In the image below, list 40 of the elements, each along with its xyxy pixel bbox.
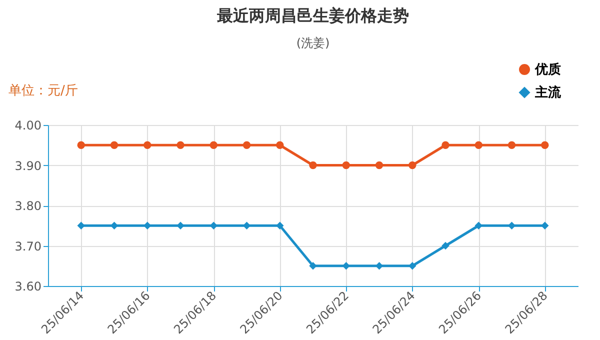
- point: [309, 161, 317, 170]
- point: [474, 222, 482, 230]
- point: [541, 141, 549, 149]
- legend-label: 优质: [534, 62, 561, 78]
- point: [342, 161, 350, 170]
- point: [309, 262, 317, 270]
- point: [442, 141, 450, 149]
- point: [242, 141, 251, 149]
- point: [276, 222, 284, 230]
- chart-subtitle: (洗姜): [296, 36, 330, 50]
- point: [110, 141, 118, 149]
- point: [375, 262, 384, 270]
- y-axis-title: 单位：元/斤: [8, 84, 78, 98]
- y-tick-label: 3.60: [14, 280, 42, 294]
- point: [176, 141, 184, 149]
- y-tick-label: 4.00: [14, 118, 42, 132]
- point: [77, 222, 85, 230]
- point: [110, 222, 118, 230]
- point: [242, 222, 251, 230]
- point: [342, 262, 350, 270]
- point: [408, 161, 416, 170]
- y-tick-label: 3.70: [14, 239, 42, 254]
- point: [508, 141, 516, 149]
- point: [408, 262, 416, 270]
- point: [144, 141, 152, 149]
- point: [541, 222, 549, 230]
- point: [508, 222, 516, 230]
- point: [210, 141, 218, 149]
- point: [144, 222, 152, 230]
- point: [176, 222, 184, 230]
- point: [474, 141, 482, 149]
- point: [77, 141, 85, 149]
- y-tick-label: 3.90: [14, 158, 42, 173]
- chart-title: 最近两周昌邑生姜价格走势: [216, 6, 409, 25]
- point: [442, 242, 450, 250]
- y-tick-label: 3.80: [14, 199, 42, 213]
- point: [276, 141, 284, 149]
- legend-label: 主流: [534, 84, 562, 100]
- point: [375, 161, 384, 170]
- point: [210, 222, 218, 230]
